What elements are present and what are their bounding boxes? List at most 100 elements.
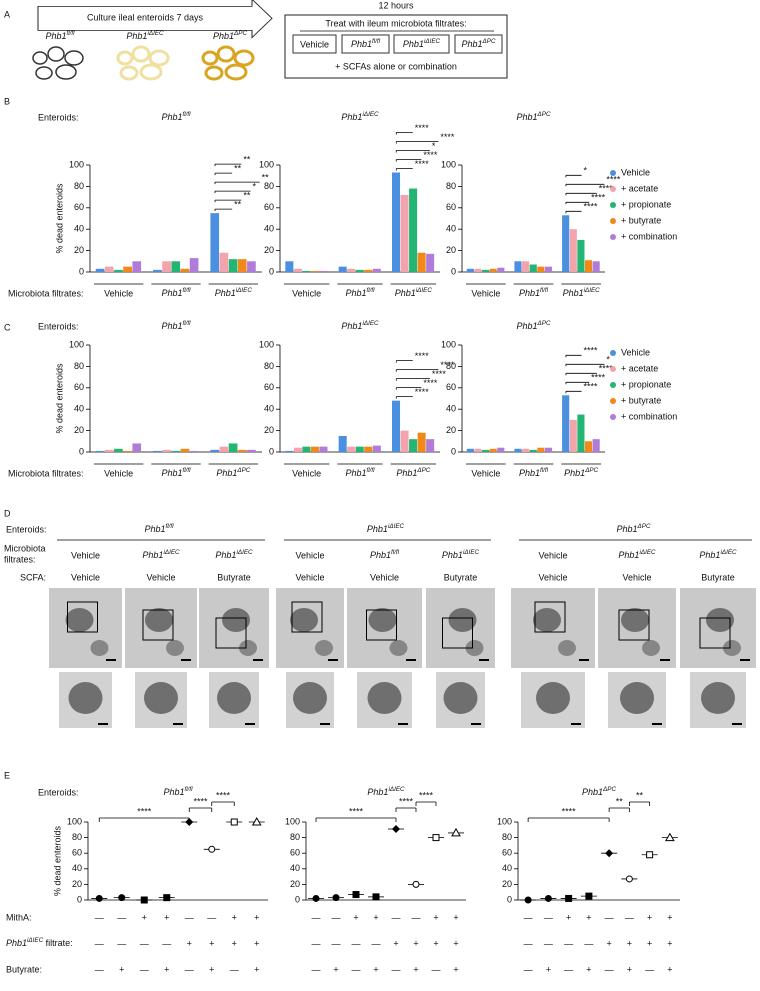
x-group-label: Vehicle <box>292 288 321 298</box>
bar <box>210 213 220 272</box>
significance: **** <box>415 351 430 361</box>
data-point <box>118 894 126 902</box>
filtrate-label-sup: iΔIEC <box>639 549 656 556</box>
filtrate-label-base: Phb1 <box>142 550 163 560</box>
chart-title-sup: fl/fl <box>184 786 193 793</box>
significance: **** <box>440 360 455 370</box>
legend-label: + propionate <box>621 199 671 209</box>
condition-mark: — <box>524 964 533 974</box>
row-label: MithA: <box>6 912 32 922</box>
y-tick-label: 40 <box>446 404 456 414</box>
condition-mark: — <box>185 912 194 922</box>
enteroid-icon <box>32 51 48 65</box>
scfa-label: Vehicle <box>622 572 651 582</box>
filtrate-label: Vehicle <box>538 550 567 560</box>
bar <box>577 239 585 272</box>
y-tick-label: 100 <box>441 159 456 169</box>
data-point <box>95 894 103 902</box>
bar <box>392 400 401 452</box>
significance: **** <box>137 806 152 816</box>
x-group-label-sup: fl/fl <box>182 287 191 294</box>
significance: * <box>606 355 610 365</box>
condition-mark: — <box>645 964 654 974</box>
y-tick-label: 20 <box>264 425 274 435</box>
bar <box>474 448 482 452</box>
x-group-label-base: Phb1 <box>216 468 237 478</box>
x-group-label: Phb1fl/fl <box>345 467 375 479</box>
bar <box>153 269 162 272</box>
bar <box>347 268 356 272</box>
significance: **** <box>399 796 414 806</box>
y-axis-label: % dead enteroids <box>54 183 64 254</box>
enteroid-icon <box>55 64 77 80</box>
row-label-rest: filtrate: <box>43 938 73 948</box>
condition-mark: — <box>312 938 321 948</box>
bar <box>302 270 311 272</box>
bar <box>466 268 474 272</box>
significance: **** <box>606 175 621 185</box>
y-tick-label: 0 <box>451 446 456 456</box>
condition-mark: — <box>95 912 104 922</box>
x-group-label: Vehicle <box>104 288 133 298</box>
bar <box>153 450 162 452</box>
x-group-label: Phb1iΔIEC <box>563 287 601 299</box>
enteroid <box>621 608 649 632</box>
bar <box>180 268 190 272</box>
condition-mark: + <box>453 912 458 922</box>
treatment-label-base: Phb1 <box>351 39 372 49</box>
filtrate-label-base: Phb1 <box>618 550 639 560</box>
bar <box>237 449 247 452</box>
enteroid <box>368 608 397 632</box>
chart-title-base: Phb1 <box>161 321 182 331</box>
bar <box>392 172 401 272</box>
bar <box>132 261 142 272</box>
y-tick-label: 20 <box>264 245 274 255</box>
bar <box>355 269 364 272</box>
filtrate-label-sup: iΔIEC <box>236 549 253 556</box>
data-point <box>585 892 593 900</box>
y-tick-label: 0 <box>295 894 300 904</box>
legend-marker <box>610 170 616 176</box>
y-tick-label: 60 <box>72 848 82 858</box>
filtrate-label: Phb1iΔIEC <box>699 549 737 561</box>
significance: ** <box>243 191 251 201</box>
enteroid-icon <box>233 49 255 67</box>
y-tick-label: 80 <box>72 832 82 842</box>
chart-title-sup: iΔIEC <box>362 320 379 327</box>
y-tick-label: 100 <box>69 339 84 349</box>
y-tick-label: 40 <box>264 224 274 234</box>
bar <box>372 268 381 272</box>
chart-title-sup: fl/fl <box>182 320 191 327</box>
enteroid <box>620 682 654 714</box>
y-tick-label: 40 <box>264 404 274 414</box>
enteroid <box>389 640 408 656</box>
data-point <box>625 875 633 883</box>
bar <box>162 261 171 272</box>
condition-mark: + <box>373 964 378 974</box>
treatment-label-sup: iΔIEC <box>424 38 441 45</box>
condition-mark: — <box>372 938 381 948</box>
scfa-label: Vehicle <box>538 572 567 582</box>
data-point <box>352 891 360 899</box>
zoom-box <box>291 601 323 633</box>
condition-mark: — <box>392 964 401 974</box>
bar <box>104 266 114 272</box>
significance: **** <box>419 790 434 800</box>
enteroid <box>68 682 103 714</box>
legend-label: + combination <box>621 411 677 421</box>
condition-mark: — <box>140 964 149 974</box>
scfa-label: Vehicle <box>370 572 399 582</box>
group-genotype-sup: ΔPC <box>637 523 651 530</box>
treatment-label: Phb1ΔPC <box>461 38 495 50</box>
bar <box>417 252 426 272</box>
condition-mark: + <box>254 912 259 922</box>
treatment-option <box>454 34 503 54</box>
x-group-label-base: Phb1 <box>345 288 366 298</box>
x-group-label-sup: fl/fl <box>540 287 549 294</box>
filtrate-label-sup: iΔIEC <box>163 549 180 556</box>
x-group-label-sup: iΔIEC <box>236 287 253 294</box>
condition-mark: + <box>453 964 458 974</box>
condition-mark: + <box>209 938 214 948</box>
bar <box>514 261 522 272</box>
condition-mark: — <box>117 912 126 922</box>
